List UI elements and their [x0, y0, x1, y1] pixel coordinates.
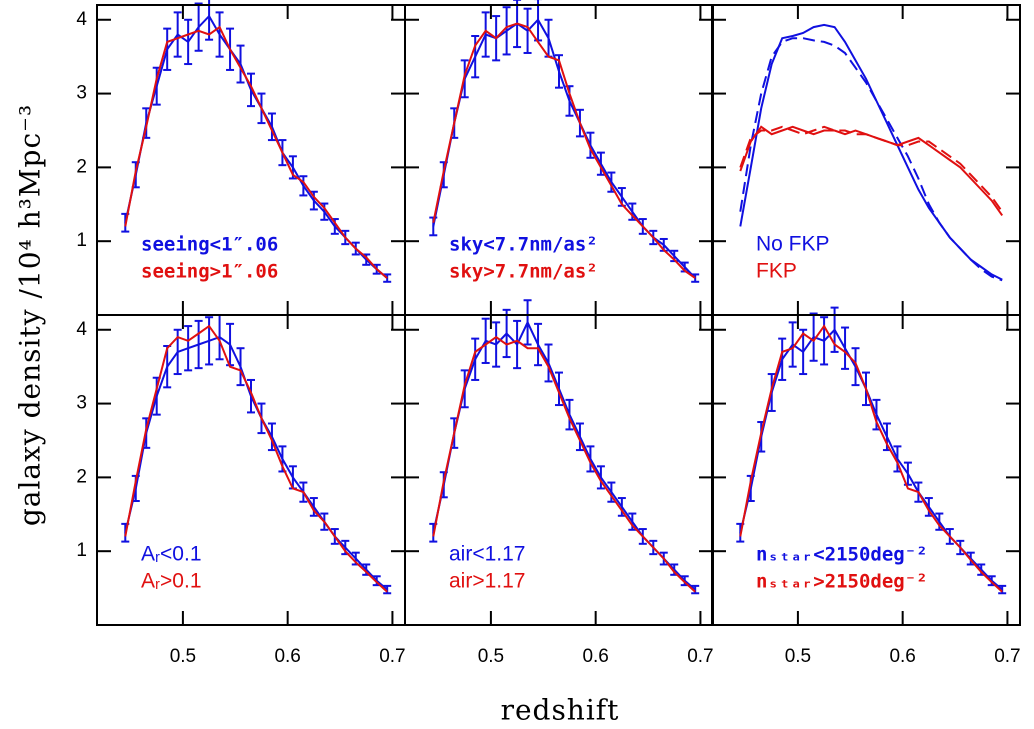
series-line	[739, 37, 1003, 282]
x-tick-label: 0.7	[994, 646, 1020, 667]
x-tick-label: 0.6	[582, 646, 608, 667]
legend-entry: air<1.17	[449, 543, 525, 566]
series-line	[124, 25, 388, 279]
x-tick-label: 0.5	[170, 646, 196, 667]
x-tick-label: 0.5	[478, 646, 504, 667]
legend-entry: seeing>1″.06	[141, 261, 278, 283]
series-line	[124, 324, 388, 593]
y-tick-label: 1	[76, 230, 87, 251]
panel: 1 2 3 4 seeing<1″.06 seeing>1″.06	[76, 0, 406, 316]
panel: 0.5 0.6 0.7 1 2 3 4 Aᵣ<0.1 Aᵣ>0.1	[76, 314, 406, 667]
y-tick-label: 2	[76, 466, 87, 487]
y-axis-title: galaxy density /10⁴ h³Mpc⁻³	[14, 104, 47, 526]
legend-entry: FKP	[756, 260, 797, 283]
legend-entry: sky<7.7nm/as²	[449, 234, 598, 256]
legend-entry: seeing<1″.06	[141, 234, 278, 256]
legend-entry: nₛₜₐᵣ>2150deg⁻²	[756, 571, 928, 593]
series-line	[739, 324, 1003, 593]
series-line	[432, 335, 696, 593]
panel: No FKP FKP	[711, 4, 1021, 316]
panel: 0.5 0.6 0.7 nₛₜₐᵣ<2150deg⁻² nₛₜₐᵣ>2150deg⁻²	[711, 306, 1021, 667]
x-tick-label: 0.7	[379, 646, 405, 667]
panel: 0.5 0.6 0.7 air<1.17 air>1.17	[404, 299, 714, 667]
x-tick-label: 0.6	[889, 646, 915, 667]
y-tick-label: 1	[76, 540, 87, 561]
legend-entry: air>1.17	[449, 570, 525, 593]
y-tick-label: 4	[76, 319, 87, 340]
legend-entry: Aᵣ<0.1	[141, 543, 202, 566]
y-tick-label: 3	[76, 83, 87, 104]
series-line	[432, 22, 696, 279]
x-tick-label: 0.7	[687, 646, 713, 667]
legend-entry: Aᵣ>0.1	[141, 570, 202, 593]
series-line	[739, 125, 1004, 213]
y-tick-label: 2	[76, 156, 87, 177]
y-tick-label: 4	[76, 9, 87, 30]
series-line	[739, 125, 1004, 216]
y-tick-label: 3	[76, 393, 87, 414]
legend-entry: sky>7.7nm/as²	[449, 261, 598, 283]
panel-frame	[711, 314, 1021, 626]
x-tick-label: 0.6	[274, 646, 300, 667]
x-tick-label: 0.5	[785, 646, 811, 667]
panel: sky<7.7nm/as² sky>7.7nm/as²	[404, 0, 714, 316]
legend-entry: nₛₜₐᵣ<2150deg⁻²	[756, 544, 928, 566]
x-axis-title: redshift	[501, 694, 620, 727]
legend-entry: No FKP	[756, 233, 830, 256]
